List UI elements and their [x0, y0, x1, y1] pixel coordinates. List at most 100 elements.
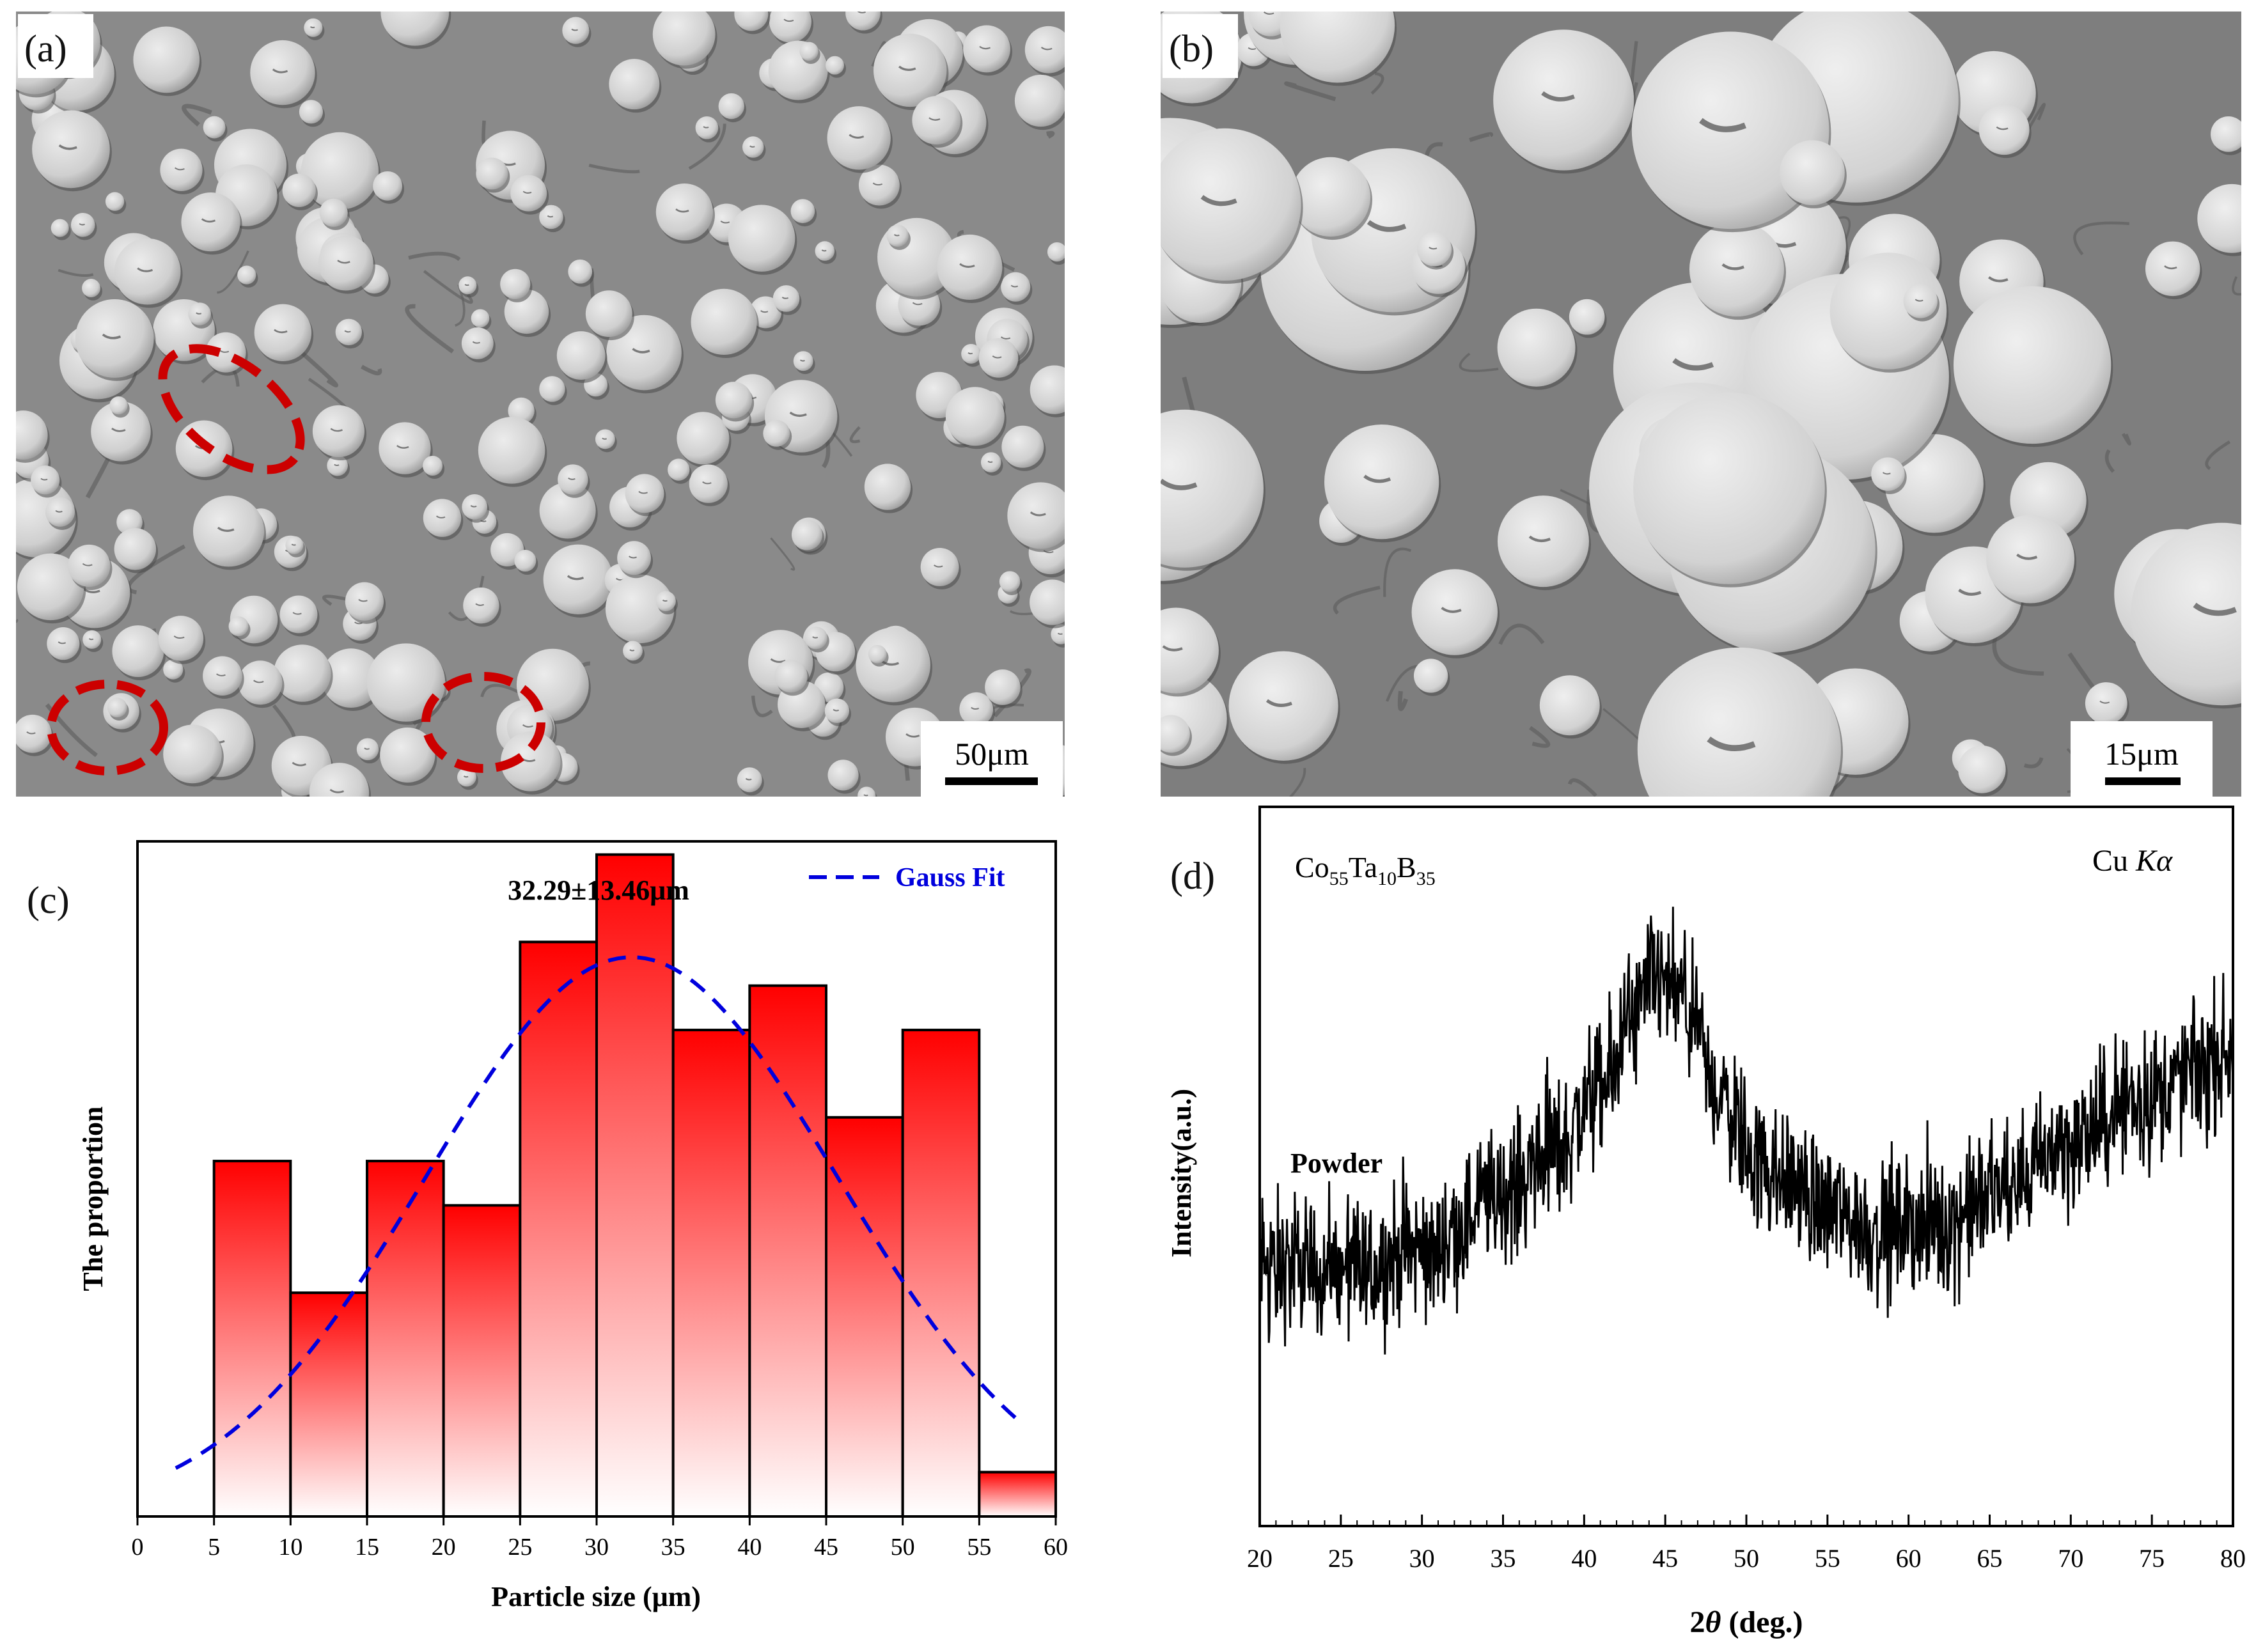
powder-particle	[107, 697, 127, 718]
particle-mark	[274, 329, 288, 334]
powder-particle	[16, 410, 48, 460]
particle-mark	[1707, 736, 1756, 751]
texture-stroke	[58, 269, 94, 277]
particle-mark	[979, 45, 991, 50]
particle-mark	[1200, 194, 1237, 207]
particle-mark	[928, 117, 941, 121]
particle-mark	[436, 515, 446, 518]
particle-mark	[2193, 602, 2237, 616]
texture-stroke	[1284, 81, 1336, 102]
particle-mark	[547, 215, 554, 218]
particle-mark	[79, 223, 85, 226]
y-axis-label-c: The proportion	[77, 1107, 109, 1291]
particle-mark	[745, 777, 752, 781]
powder-particle	[1497, 308, 1576, 387]
texture-stroke	[423, 270, 473, 304]
highlight-ellipse	[421, 672, 545, 773]
texture-stroke	[849, 426, 861, 444]
particle-mark	[789, 411, 807, 417]
panel-label-d: (d)	[1170, 855, 1215, 897]
powder-particle	[1051, 624, 1065, 644]
texture-stroke	[770, 537, 795, 571]
powder-particle	[691, 288, 757, 355]
powder-particle	[1539, 675, 1600, 736]
powder-particle	[478, 417, 545, 484]
particle-mark	[40, 478, 48, 481]
particle-mark	[174, 167, 185, 171]
powder-particle	[605, 574, 675, 644]
scale-bar-a	[945, 777, 1038, 785]
particle-mark	[857, 12, 866, 13]
scale-bar-b	[2105, 777, 2181, 785]
particle-mark	[291, 543, 296, 546]
powder-particle	[1161, 715, 1190, 753]
powder-particle	[203, 116, 226, 139]
particle-mark	[1528, 535, 1551, 543]
powder-particle	[366, 643, 446, 722]
particle-mark	[219, 350, 230, 353]
powder-particle	[556, 331, 606, 380]
texture-stroke	[2121, 433, 2131, 446]
particle-mark	[522, 191, 532, 194]
powder-particle	[985, 669, 1021, 705]
powder-particle	[864, 464, 911, 510]
histogram-bar	[825, 1116, 904, 1518]
texture-stroke	[405, 304, 455, 354]
particle-mark	[337, 260, 350, 264]
powder-particle	[380, 12, 450, 46]
particle-mark	[330, 428, 343, 432]
x-tick-label: 30	[584, 1534, 609, 1561]
texture-stroke	[1529, 726, 1551, 748]
particle-mark	[833, 709, 840, 712]
particle-mark	[201, 218, 216, 223]
particle-mark	[1030, 511, 1046, 517]
powder-particle	[1569, 299, 1605, 335]
powder-particle	[763, 419, 790, 447]
comp-base1: Co	[1295, 851, 1329, 884]
x-tick-label: 60	[1044, 1534, 1068, 1561]
texture-stroke	[2073, 221, 2130, 256]
powder-particle	[792, 519, 822, 550]
particle-mark	[632, 348, 650, 354]
x-tick-label: 55	[967, 1534, 991, 1561]
powder-particle	[282, 173, 316, 207]
comp-base2: Ta	[1349, 851, 1377, 884]
powder-particle	[1829, 253, 1947, 370]
powder-particle	[539, 482, 596, 539]
particle-mark	[1915, 299, 1923, 302]
particle-mark	[2099, 700, 2110, 704]
particle-mark	[1429, 246, 1437, 250]
x-tick-label: 5	[208, 1534, 220, 1561]
x-tick-label: 70	[2058, 1544, 2083, 1573]
x-tick-label: 45	[1652, 1544, 1678, 1573]
powder-particle	[321, 648, 381, 708]
powder-particle	[514, 550, 537, 572]
panel-label-a: (a)	[24, 27, 67, 70]
particle-mark	[1441, 607, 1462, 613]
powder-particle	[112, 625, 164, 677]
x-tick-label: 20	[1247, 1544, 1273, 1573]
particle-mark	[464, 284, 469, 286]
particle-mark	[344, 330, 351, 333]
particle-mark	[720, 220, 730, 224]
particle-mark	[703, 126, 709, 129]
texture-stroke	[1370, 72, 1384, 95]
powder-particle	[1161, 409, 1264, 568]
texture-stroke	[480, 683, 520, 697]
particle-mark	[396, 444, 409, 449]
powder-particle	[1633, 393, 1825, 584]
comp-sub3: 35	[1416, 868, 1436, 889]
particle-mark	[1010, 284, 1019, 288]
particle-mark	[358, 598, 368, 602]
powder-particle	[237, 265, 256, 284]
particle-mark	[253, 680, 264, 683]
powder-particle	[1001, 425, 1044, 468]
texture-stroke	[482, 120, 487, 145]
x-tick-label: 40	[737, 1534, 762, 1561]
powder-particle	[1953, 286, 2111, 444]
texture-stroke	[361, 364, 382, 376]
particle-mark	[1958, 588, 1982, 596]
powder-particle	[301, 132, 379, 210]
particle-mark	[749, 145, 755, 148]
texture-stroke	[1289, 768, 1306, 797]
